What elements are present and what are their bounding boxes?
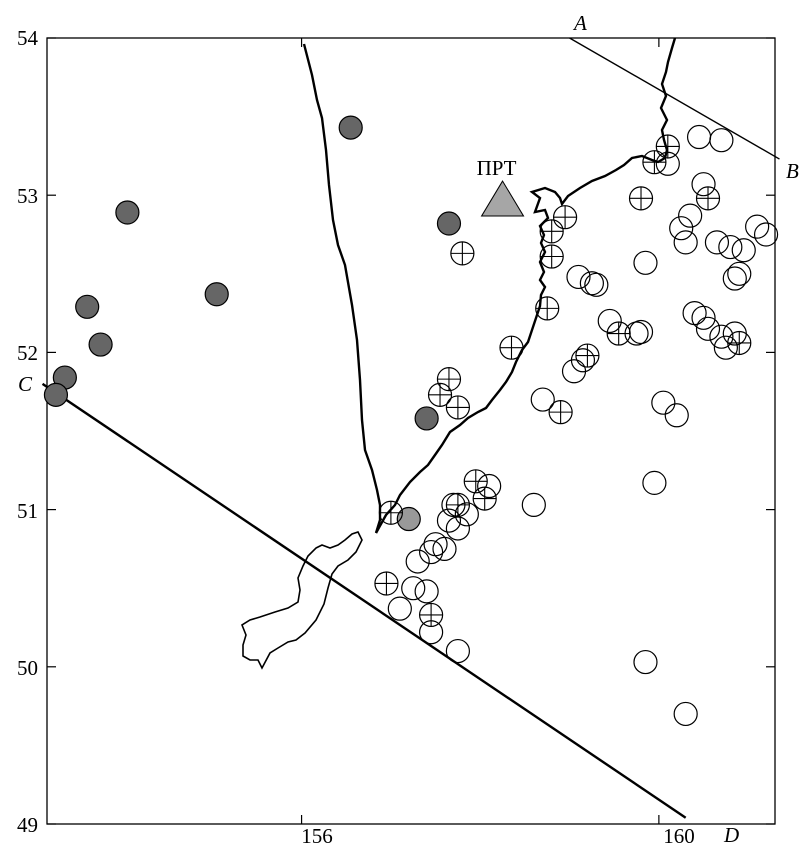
event-point-open-41 (414, 579, 439, 604)
event-point-open-4 (678, 203, 703, 228)
event-point-crossed-6 (535, 296, 560, 321)
event-point-open-46 (633, 649, 658, 675)
event-point-open-43 (387, 596, 412, 621)
event-point-filled-4 (88, 332, 113, 357)
event-point-open-12 (727, 261, 752, 286)
event-point-open-29 (530, 387, 555, 412)
profile-line-ab (569, 37, 780, 160)
event-point-open-26 (722, 321, 747, 346)
event-point-open-15 (566, 264, 591, 290)
event-point-open-23 (695, 316, 721, 341)
event-point-crossed-13 (548, 400, 573, 425)
event-point-open-49 (454, 502, 479, 527)
y-tick-label-52: 52 (17, 341, 38, 365)
event-point-crossed-2 (450, 241, 475, 266)
y-tick-label-53: 53 (17, 184, 38, 208)
event-point-open-33 (521, 492, 546, 517)
event-point-open-20 (628, 319, 654, 345)
event-point-open-3 (655, 151, 680, 176)
event-point-open-35 (436, 508, 462, 533)
event-point-open-6 (673, 230, 698, 255)
event-point-crossed-1 (642, 150, 667, 175)
y-tick-label-51: 51 (17, 499, 38, 523)
event-point-open-40 (405, 549, 430, 574)
event-point-open-19 (624, 321, 649, 346)
event-point-filled-2 (204, 282, 229, 307)
event-point-crossed-12 (445, 395, 470, 420)
event-point-open-18 (597, 308, 622, 334)
event-point-open-31 (664, 403, 689, 428)
event-point-open-10 (745, 214, 770, 239)
event-point-open-36 (445, 516, 470, 541)
event-point-crossed-15 (606, 321, 631, 346)
event-point-filled-0 (338, 115, 363, 140)
event-point-open-39 (432, 536, 457, 562)
event-point-open-8 (718, 234, 743, 260)
event-point-crossed-5 (539, 219, 564, 244)
event-point-open-9 (731, 238, 756, 263)
event-point-filled-6 (43, 382, 69, 407)
event-point-open-14 (633, 250, 658, 275)
event-point-crossed-0 (655, 134, 680, 159)
event-point-crossed-4 (539, 244, 564, 269)
x-tick-label-160: 160 (663, 824, 695, 848)
event-point-crossed-8 (695, 186, 721, 211)
plot-frame (46, 37, 776, 825)
event-point-open-22 (691, 305, 716, 330)
event-point-open-28 (570, 348, 596, 373)
x-tick-label-156: 156 (301, 824, 333, 848)
event-point-open-34 (441, 492, 466, 517)
coastline-west (302, 43, 382, 534)
event-point-crossed-14 (575, 343, 600, 368)
event-point-filled-7 (436, 211, 462, 236)
island-outline (241, 531, 363, 670)
event-point-open-47 (673, 701, 698, 727)
event-point-open-16 (579, 271, 604, 296)
event-point-filled-1 (115, 200, 140, 225)
event-point-crossed-9 (499, 335, 524, 360)
event-point-open-25 (713, 335, 738, 360)
profile-label-d: D (723, 823, 739, 847)
y-tick-label-49: 49 (17, 813, 38, 837)
event-point-crossed-22 (418, 602, 444, 628)
station-label: ПРТ (477, 156, 517, 180)
event-point-crossed-7 (628, 186, 654, 211)
event-point-open-7 (704, 230, 730, 255)
event-point-open-5 (669, 216, 694, 241)
event-point-filled-3 (75, 294, 100, 319)
event-point-open-13 (722, 266, 747, 291)
event-point-open-11 (753, 222, 779, 247)
profile-label-b: B (786, 159, 799, 183)
event-point-open-17 (584, 272, 609, 297)
event-point-crossed-21 (374, 571, 399, 596)
event-point-open-44 (418, 620, 444, 645)
event-point-open-45 (445, 638, 470, 664)
event-point-open-30 (651, 390, 676, 415)
event-point-open-2 (691, 172, 716, 197)
event-point-open-32 (642, 470, 667, 495)
profile-label-a: A (572, 11, 587, 35)
event-point-crossed-3 (552, 205, 578, 230)
event-point-open-1 (709, 128, 734, 153)
event-point-open-24 (709, 324, 734, 349)
coastline-east (374, 37, 677, 534)
event-point-crossed-19 (463, 469, 488, 494)
event-point-crossed-17 (378, 500, 404, 525)
event-point-crossed-11 (427, 382, 453, 407)
event-point-open-38 (418, 539, 444, 565)
event-point-crossed-20 (472, 486, 497, 511)
event-markers (43, 115, 779, 727)
y-tick-label-50: 50 (17, 656, 38, 680)
event-point-filled-light-0 (396, 506, 421, 532)
station-triangle-marker (480, 180, 525, 217)
event-point-open-48 (477, 473, 502, 499)
profile-label-c: C (18, 372, 33, 396)
event-point-open-42 (401, 576, 426, 601)
axis-ticks (47, 37, 775, 825)
event-point-filled-8 (414, 406, 439, 431)
y-tick-label-54: 54 (17, 26, 39, 50)
profile-line-cd (41, 382, 687, 819)
